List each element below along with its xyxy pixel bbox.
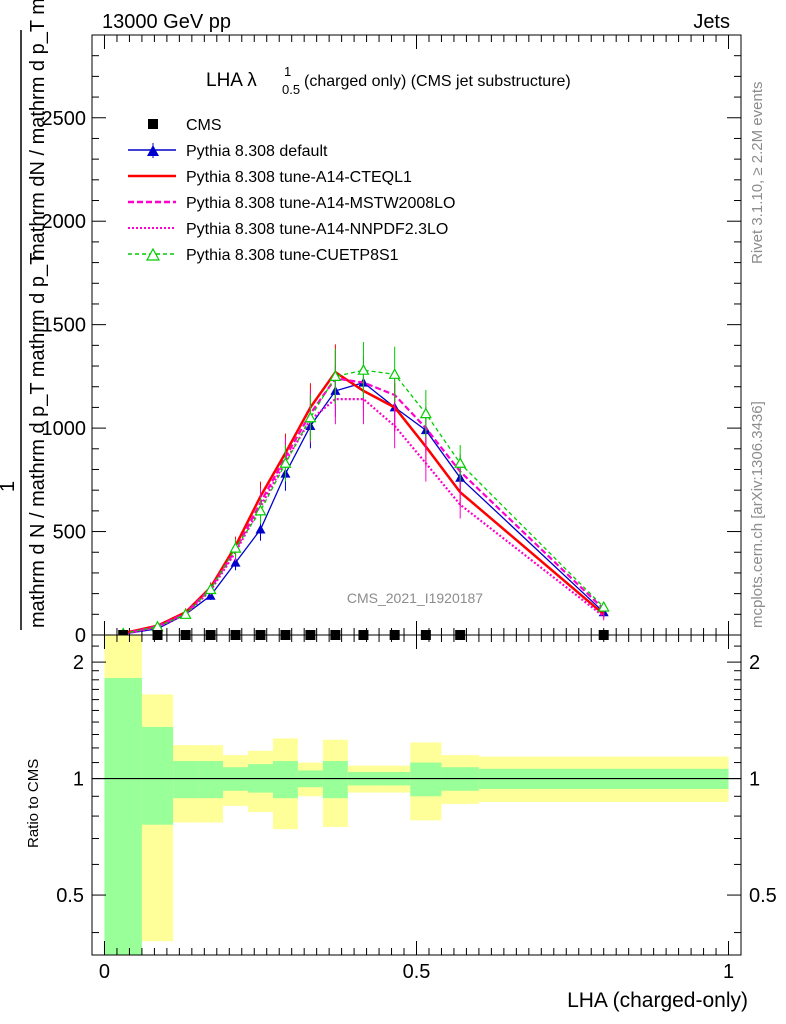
ratio-y-tick-label-right: 1: [749, 769, 760, 791]
series-point-4: [419, 407, 432, 419]
ratio-y-tick-label: 1: [73, 769, 84, 791]
legend-cuetp8s1-entry: [128, 247, 176, 261]
legend-default-entry: [128, 143, 176, 158]
main-plot: 0 500 1000 1500 2000 2500 CMS_2021_I1920187: [42, 34, 742, 647]
energy-label: 13000 GeV pp: [102, 11, 231, 33]
ratio-band-inner: [410, 762, 442, 797]
legend-cuetp8s1-label: Pythia 8.308 tune-CUETP8S1: [186, 247, 399, 264]
mcplots-label: mcplots.cern.ch [arXiv:1306.3436]: [749, 401, 766, 628]
chart-title-rest: (charged only) (CMS jet substructure): [304, 73, 571, 90]
ratio-y-tick-label-right: 0.5: [749, 885, 777, 907]
series-point-4: [254, 504, 267, 516]
legend-mstw-label: Pythia 8.308 tune-A14-MSTW2008LO: [186, 195, 455, 212]
ratio-y-ticks: 0.5 0.5 1 1 2 2: [56, 645, 777, 934]
ratio-band-inner: [173, 761, 199, 799]
legend-default-label: Pythia 8.308 default: [186, 143, 328, 160]
series-line-3: [122, 398, 605, 636]
ratio-band-inner: [272, 761, 298, 799]
series-layer: [117, 342, 610, 639]
legend-cteql1-label: Pythia 8.308 tune-A14-CTEQL1: [186, 169, 412, 186]
series-point-3: [459, 503, 461, 506]
y-axis-title-num: 1: [0, 481, 19, 492]
main-y-tick-label: 2000: [42, 211, 87, 233]
series-point-3: [393, 425, 396, 427]
y-axis-title-bottom: mathrm d N / mathrm d p_T mathrm d p_T: [27, 253, 49, 628]
legend-cms-marker: [148, 119, 158, 129]
ratio-x-ticks: 0 0.5 1: [99, 635, 734, 983]
series-point-4: [329, 370, 342, 381]
x-tick-label: 0: [99, 961, 110, 983]
series-point-4: [597, 600, 610, 612]
ratio-y-tick-label: 0.5: [56, 885, 84, 907]
main-y-tick-label: 1500: [42, 315, 87, 337]
ratio-y-tick-label-right: 2: [749, 652, 760, 674]
main-y-ticks: 0 500 1000 1500 2000 2500: [42, 34, 741, 647]
series-line-0: [123, 381, 605, 635]
x-axis-title: LHA (charged-only): [567, 989, 748, 1012]
main-y-tick-label: 500: [53, 522, 86, 544]
chart-title-main: LHA λ: [206, 70, 257, 91]
process-label: Jets: [693, 11, 730, 33]
ratio-plot: 0.5 0.51 12 2 0 0.5 1 Ratio to CMS LHA (charg…: [25, 634, 777, 1012]
series-point-3: [362, 398, 365, 400]
y-axis-title-top: mathrm dN / mathrm d p_T mathrm d lambda: [27, 0, 49, 260]
series-point-4: [179, 608, 192, 619]
series-point-4: [357, 363, 370, 375]
main-y-tick-label: 0: [75, 625, 86, 647]
legend-nnpdf-label: Pythia 8.308 tune-A14-NNPDF2.3LO: [186, 221, 448, 238]
chart-title-sup: 1: [284, 64, 291, 79]
chart-title-sub: 0.5: [282, 82, 300, 97]
series-line-4: [123, 369, 605, 635]
chart-title: LHA λ 1 0.5 (charged only) (CMS jet subs…: [206, 64, 571, 97]
legend: CMS Pythia 8.308 default Pythia 8.308 tu…: [128, 117, 455, 264]
ratio-band-inner: [141, 726, 174, 825]
series-point-4: [279, 457, 292, 468]
ratio-band-inner: [198, 761, 224, 799]
series-point-0: [230, 557, 241, 567]
ratio-band-inner: [104, 677, 142, 955]
series-point-3: [425, 462, 427, 465]
ratio-bands: [104, 635, 729, 955]
watermark: CMS_2021_I1920187: [347, 590, 483, 606]
series-point-0: [255, 524, 266, 534]
series-point-4: [454, 457, 467, 468]
x-tick-label: 1: [723, 961, 734, 983]
rivet-label: Rivet 3.1.10, ≥ 2.2M events: [749, 82, 766, 265]
series-point-4: [304, 411, 317, 423]
series-point-3: [602, 615, 605, 618]
main-y-tick-label: 1000: [42, 418, 87, 440]
series-point-4: [388, 368, 401, 379]
series-line-2: [122, 377, 605, 635]
legend-cms-label: CMS: [186, 117, 222, 134]
main-y-axis-title: mathrm dN / mathrm d p_T mathrm d lambda…: [0, 0, 49, 630]
series-point-4: [229, 541, 242, 553]
ratio-y-axis-title: Ratio to CMS: [25, 759, 42, 848]
ratio-band-inner: [322, 761, 348, 799]
x-tick-label: 0.5: [403, 961, 431, 983]
main-y-tick-label: 2500: [42, 108, 87, 130]
series-point-4: [204, 583, 217, 595]
ratio-y-tick-label: 2: [73, 652, 84, 674]
